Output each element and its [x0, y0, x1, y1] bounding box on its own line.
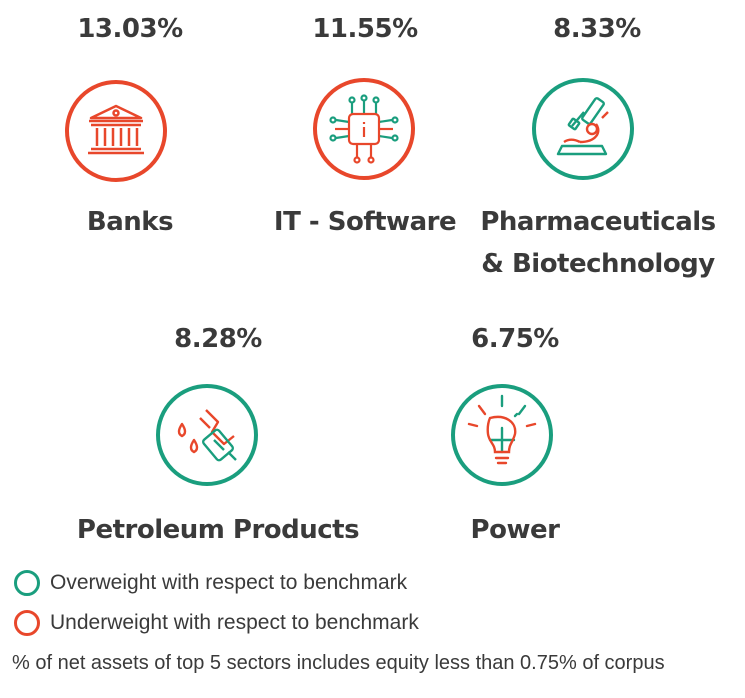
overweight-ring [532, 78, 634, 180]
legend-overweight: Overweight with respect to benchmark [14, 570, 407, 596]
fuel-nozzle-icon [177, 409, 237, 462]
sector-name-line2: & Biotechnology [481, 249, 715, 279]
overweight-circle-icon [14, 570, 40, 596]
sector-percentage: 13.03% [77, 14, 183, 44]
sector-name: IT - Software [273, 207, 457, 237]
sector-name: Banks [86, 207, 174, 237]
overweight-ring [451, 384, 553, 486]
underweight-ring [313, 78, 415, 180]
legend-underweight: Underweight with respect to benchmark [14, 610, 419, 636]
sector-name: Power [470, 515, 560, 545]
legend-underweight-label: Underweight with respect to benchmark [50, 611, 419, 634]
sector-percentage: 8.28% [174, 324, 262, 354]
chip-circuit-icon [329, 94, 399, 164]
sector-percentage: 11.55% [312, 14, 418, 44]
footnote: % of net assets of top 5 sectors include… [12, 652, 665, 674]
microscope-icon [556, 97, 609, 156]
overweight-ring [156, 384, 258, 486]
sector-percentage: 6.75% [471, 324, 559, 354]
sector-name: Petroleum Products [76, 515, 360, 545]
underweight-circle-icon [14, 610, 40, 636]
sector-percentage: 8.33% [553, 14, 641, 44]
light-bulb-icon [467, 394, 537, 465]
underweight-ring [65, 80, 167, 182]
sector-name-line1: Pharmaceuticals [480, 207, 716, 237]
bank-building-icon [88, 104, 144, 155]
legend-overweight-label: Overweight with respect to benchmark [50, 571, 408, 594]
